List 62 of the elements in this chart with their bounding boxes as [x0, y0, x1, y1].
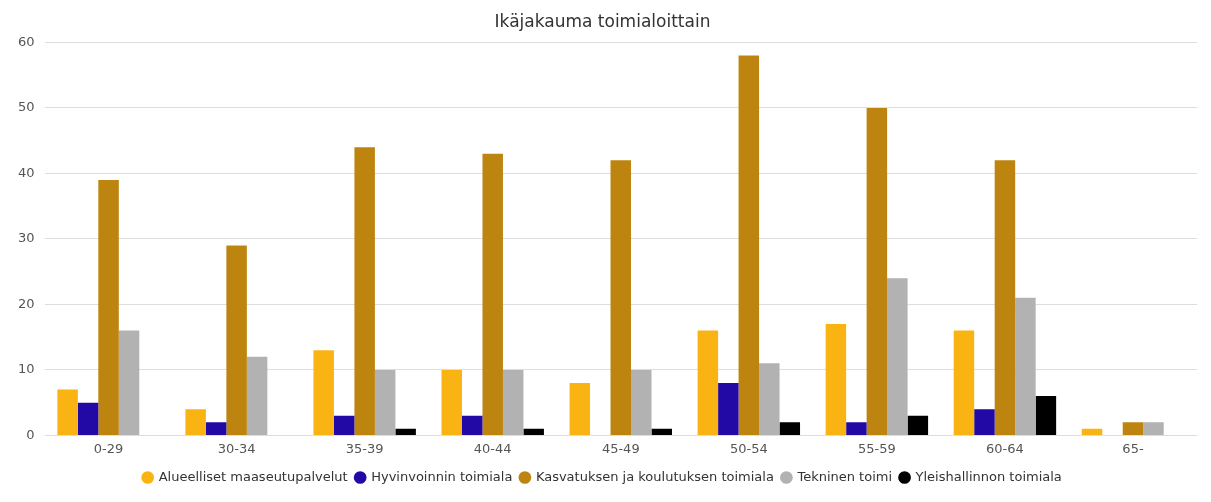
x-tick-label: 0-29: [93, 440, 124, 456]
bar: [569, 383, 591, 435]
bar: [441, 369, 462, 435]
x-tick-label: 65-: [1122, 440, 1144, 456]
bar: [759, 363, 780, 435]
x-tick-label: 50-54: [729, 440, 768, 456]
bar: [1081, 428, 1103, 435]
y-tick-label: 0: [26, 426, 35, 442]
bar: [718, 383, 739, 435]
bar: [502, 369, 524, 435]
x-tick-label: 60-64: [986, 440, 1024, 456]
bar: [185, 409, 206, 435]
y-tick-label: 50: [18, 99, 35, 115]
bar: [887, 278, 908, 435]
bar: [57, 389, 78, 435]
y-tick-label: 30: [18, 230, 35, 246]
bar: [77, 402, 99, 435]
bar: [1015, 297, 1036, 435]
bar: [374, 369, 396, 435]
bar: [866, 107, 888, 435]
bar: [1122, 422, 1144, 435]
bar: [631, 369, 652, 435]
bar: [246, 356, 268, 435]
x-tick-label: 45-49: [601, 440, 640, 456]
bar: [738, 55, 760, 435]
bar: [907, 415, 929, 435]
bar: [1143, 422, 1164, 435]
bar: [825, 324, 847, 435]
bar: [461, 415, 483, 435]
y-tick-label: 60: [18, 33, 35, 49]
x-tick-label: 35-39: [345, 440, 384, 456]
bar: [651, 428, 672, 435]
bar: [846, 422, 867, 435]
y-tick-label: 40: [18, 164, 35, 180]
bar: [974, 409, 995, 435]
bar: [118, 330, 140, 435]
bar: [697, 330, 719, 435]
bar: [333, 415, 355, 435]
bar: [994, 160, 1016, 435]
bar: [953, 330, 975, 435]
legend-label: Kasvatuksen ja koulutuksen toimiala: [535, 468, 774, 484]
bar: [226, 245, 247, 435]
y-tick-label: 20: [18, 295, 35, 311]
legend-label: Yleishallinnon toimiala: [914, 468, 1062, 484]
bar: [354, 147, 375, 435]
x-tick-label: 30-34: [217, 440, 256, 456]
bar: [1035, 396, 1057, 435]
legend-label: Hyvinvoinnin toimiala: [371, 468, 513, 484]
y-tick-label: 10: [18, 361, 35, 377]
bar: [98, 179, 119, 435]
bar: [482, 153, 503, 435]
bar: [610, 160, 632, 435]
bar: [779, 422, 801, 435]
legend-label: Tekninen toimi: [796, 468, 893, 484]
bar: [395, 428, 416, 435]
x-tick-label: 40-44: [473, 440, 512, 456]
bar: [205, 422, 227, 435]
bar: [523, 428, 544, 435]
legend-label: Alueelliset maaseutupalvelut: [158, 468, 348, 484]
chart-title: Ikäjakauma toimialoittain: [494, 10, 711, 31]
x-tick-label: 55-59: [857, 440, 896, 456]
bar: [313, 350, 334, 435]
